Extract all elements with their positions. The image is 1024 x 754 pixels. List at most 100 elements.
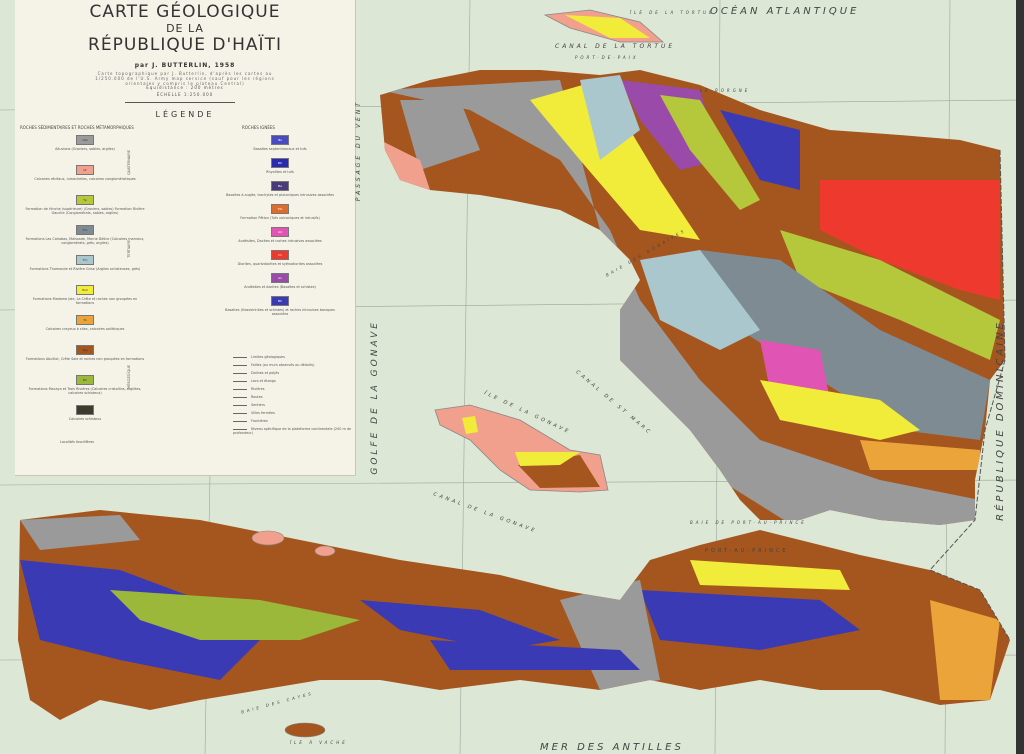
- legend-label: Calcaires crayeux à silex, calcaires ool…: [45, 327, 125, 331]
- legend-entry-igneous: Bs Basaltes septentrionaux et tufs: [220, 135, 340, 151]
- sedimentary-heading: ROCHES SÉDIMENTAIRES ET ROCHES MÉTAMORPH…: [20, 125, 134, 130]
- legend-symbol-entry: Failles (ou murs observés ou déduits): [233, 363, 314, 367]
- legend-swatch: Tp: [76, 195, 94, 205]
- legend-symbol-entry: Lacs et étangs: [233, 379, 276, 383]
- legend-label: Andésites, Dacites et roches intrusives …: [238, 239, 322, 243]
- legend-symbol-entry: Niveau spécifique de la plateforme conti…: [233, 427, 355, 435]
- legend-symbol-line-icon: [233, 404, 247, 406]
- legend-swatch: Di: [271, 250, 289, 260]
- legend-entry-sedimentary: Tm Formations Las Cahobas, Maïssade, Morn…: [25, 225, 145, 245]
- legend-swatch: Rh: [271, 158, 289, 168]
- legend-panel: CARTE GÉOLOGIQUE DE LA RÉPUBLIQUE D'HAÏT…: [15, 0, 356, 476]
- legend-entry-igneous: Rh Rhyolites et tufs: [220, 158, 340, 174]
- label-mer: MER DES ANTILLES: [540, 742, 684, 753]
- legend-symbol-line-icon: [233, 364, 247, 366]
- legend-label: Basaltes à augite, trachytes et plutoniq…: [225, 193, 335, 197]
- map-subtitle: Carte topographique par J. Butterlin, d'…: [95, 71, 275, 86]
- label-ocean: OCÉAN ATLANTIQUE: [710, 6, 860, 17]
- label-golfe: GOLFE DE LA GONAVE: [370, 320, 380, 475]
- legend-label: Calcaires schisteux: [68, 417, 102, 421]
- legend-swatch: To: [76, 315, 94, 325]
- dominican-border: [929, 149, 1011, 641]
- legend-entry-igneous: An Andésites et dacites (Basaltes et schi…: [220, 273, 340, 289]
- legend-symbol-label: Sentiers: [251, 403, 265, 407]
- ile-de-la-gonave: [434, 404, 609, 493]
- label-tortue: ÎLE DE LA TORTUE: [630, 10, 715, 15]
- legend-entry-sedimentary: Tp Formation de Hinche (supérieure) (Grav…: [25, 195, 145, 215]
- legend-symbol-entry: Routes: [233, 395, 263, 399]
- map-author: par J. BUTTERLIN, 1958: [134, 62, 236, 69]
- legend-entry-sedimentary: Qal Alluvions (Graviers, sables, argiles): [25, 135, 145, 151]
- map-title-country: RÉPUBLIQUE D'HAÏTI: [88, 35, 282, 55]
- legend-label: Alluvions (Graviers, sables, argiles): [55, 147, 115, 151]
- legend-label: Basaltes (Hasslerinites et schistes) et …: [225, 308, 335, 316]
- legend-label: Basaltes septentrionaux et tufs: [253, 147, 307, 151]
- fossil-note: Localités fossilifères: [60, 440, 95, 444]
- legend-symbol-label: Lacs et étangs: [251, 379, 276, 383]
- label-le-borgne: LE BORGNE: [700, 88, 751, 93]
- legend-label: Diorites, quartzdiorites et syénodiorite…: [237, 262, 323, 266]
- legend-symbol-label: Niveau spécifique de la plateforme conti…: [233, 427, 352, 435]
- legend-swatch: Bh: [271, 296, 289, 306]
- map-title-de: DE LA: [166, 22, 204, 35]
- equidistance: Équidistance : 200 mètres: [146, 85, 224, 90]
- legend-entry-igneous: Ba Basaltes à augite, trachytes et pluton…: [220, 181, 340, 197]
- legend-label: Formation Pétion (Tufs volcaniques et in…: [240, 216, 320, 220]
- legend-label: Rhyolites et tufs: [266, 170, 294, 174]
- legend-symbol-entry: Frontières: [233, 419, 268, 423]
- label-canal-tortue: CANAL DE LA TORTUE: [555, 43, 676, 50]
- igneous-heading: ROCHES IGNÉES: [242, 125, 275, 130]
- legend-entry-igneous: Tfe Formation Pétion (Tufs volcaniques et…: [220, 204, 340, 220]
- legend-swatch: Tm: [76, 255, 94, 265]
- legend-entry-sedimentary: Tom Formations Madame Joie, La Crête et r…: [25, 285, 145, 305]
- legend-symbol-entry: Sentiers: [233, 403, 265, 407]
- sheet-edge: [1016, 0, 1024, 754]
- legend-symbol-line-icon: [233, 388, 247, 390]
- legend-symbol-line-icon: [233, 428, 247, 430]
- legend-label: Formations Macaya et Trois Rivières (Cal…: [28, 387, 142, 395]
- legend-symbol-label: Dolines et poljés: [251, 371, 280, 375]
- legend-symbol-label: Limites géologiques: [251, 355, 285, 359]
- legend-swatch: Mc: [76, 375, 94, 385]
- legend-label: Andésites et dacites (Basaltes et schist…: [244, 285, 316, 289]
- legend-swatch: Teg: [76, 345, 94, 355]
- legend-swatch: Qal: [76, 135, 94, 145]
- label-port-au-prince: PORT-AU-PRINCE: [705, 548, 789, 554]
- legend-symbol-label: Frontières: [251, 419, 268, 423]
- legend-symbol-label: Rivières: [251, 387, 265, 391]
- legend-heading: LÉGENDE: [155, 110, 215, 119]
- legend-symbol-entry: Limites géologiques: [233, 355, 285, 359]
- legend-label: Formations Abuillot, Crête Sale et roche…: [25, 357, 145, 361]
- legend-entry-sedimentary: Mc Formations Macaya et Trois Rivières (C…: [25, 375, 145, 395]
- legend-swatch: Ba: [271, 181, 289, 191]
- legend-label: Calcaires récifaux, lumachelles, calcair…: [34, 177, 136, 181]
- legend-swatch: Bs: [271, 135, 289, 145]
- legend-entry-sedimentary: Tm Formations Thomonde et Rivière Grise (…: [25, 255, 145, 271]
- legend-swatch: Qr: [76, 165, 94, 175]
- legend-entry-sedimentary: Cs Calcaires schisteux: [25, 405, 145, 421]
- small-islands: [251, 530, 336, 738]
- legend-symbol-label: Villes fermées: [251, 411, 275, 415]
- legend-swatch: Tm: [76, 225, 94, 235]
- label-baie-pap: BAIE DE PORT-AU-PRINCE: [690, 520, 807, 525]
- legend-label: Formations Thomonde et Rivière Grise (Ar…: [29, 267, 141, 271]
- scale-text: ÉCHELLE 1:250.000: [156, 92, 214, 97]
- legend-label: Formations Madame Joie, La Crête et roch…: [32, 297, 138, 305]
- legend-swatch: Tom: [76, 285, 94, 295]
- map-title: CARTE GÉOLOGIQUE: [89, 2, 281, 22]
- legend-symbol-label: Failles (ou murs observés ou déduits): [251, 363, 315, 367]
- legend-swatch: An: [271, 273, 289, 283]
- scale-bar: [125, 99, 235, 103]
- legend-entry-sedimentary: Qr Calcaires récifaux, lumachelles, calca…: [25, 165, 145, 181]
- legend-symbol-line-icon: [233, 420, 247, 422]
- legend-entry-igneous: Di Diorites, quartzdiorites et syénodiori…: [220, 250, 340, 266]
- legend-symbol-line-icon: [233, 396, 247, 398]
- legend-entry-igneous: Ad Andésites, Dacites et roches intrusive…: [220, 227, 340, 243]
- label-port-de-paix: PORT-DE-PAIX: [575, 55, 639, 60]
- legend-symbol-line-icon: [233, 380, 247, 382]
- ile-de-la-tortue: [543, 9, 665, 43]
- legend-entry-sedimentary: To Calcaires crayeux à silex, calcaires o…: [25, 315, 145, 331]
- legend-swatch: Ad: [271, 227, 289, 237]
- legend-symbol-line-icon: [233, 356, 247, 358]
